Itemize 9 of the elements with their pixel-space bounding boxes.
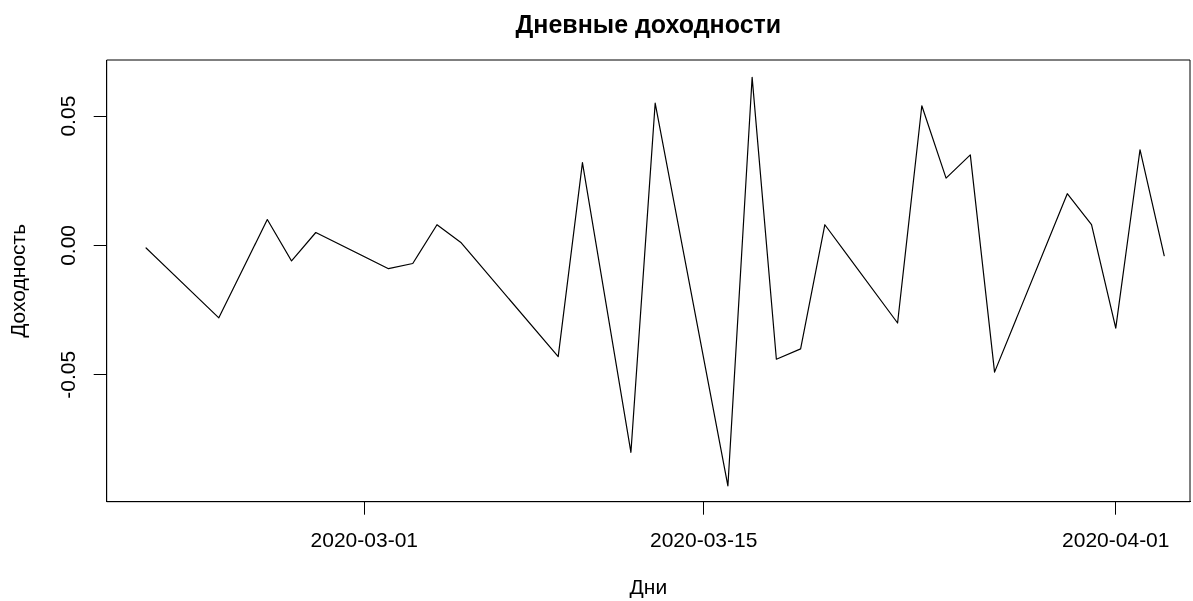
- x-tick-label: 2020-03-01: [310, 527, 418, 551]
- chart-title: Дневные доходности: [515, 9, 782, 38]
- y-tick-label: 0.00: [55, 224, 79, 266]
- y-tick-label: 0.05: [55, 95, 79, 137]
- x-tick-label: 2020-04-01: [1062, 527, 1170, 551]
- y-axis-title: Доходность: [5, 223, 29, 338]
- x-axis-title: Дни: [629, 575, 668, 599]
- y-tick-label: -0.05: [55, 350, 79, 399]
- x-tick-label: 2020-03-15: [649, 527, 758, 551]
